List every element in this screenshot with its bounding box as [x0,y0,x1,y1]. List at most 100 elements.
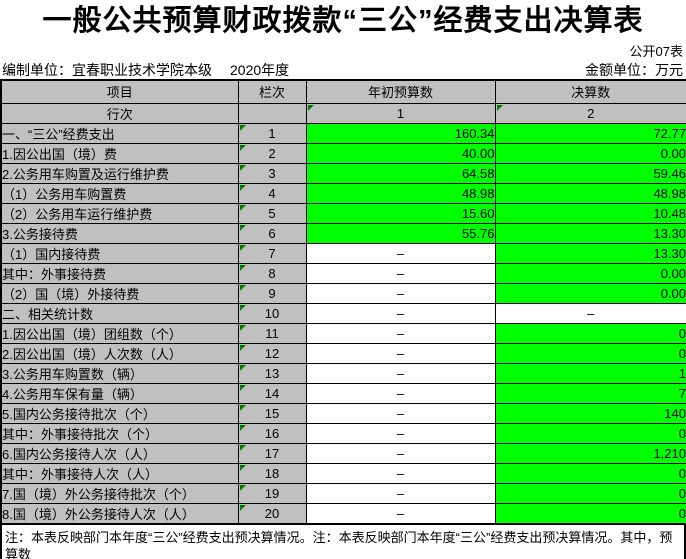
budget-value-cell[interactable]: 64.58 [305,162,496,184]
budget-value-cell[interactable]: – [305,342,496,364]
final-value-cell[interactable]: 13.30 [494,242,686,264]
budget-value-cell[interactable]: 40.00 [305,142,496,164]
column-header-row: 项目 栏次 年初预算数 决算数 [0,79,686,104]
item-cell[interactable]: 4.公务用车保有量（辆） [0,382,239,404]
budget-value-cell[interactable]: – [305,402,496,424]
budget-value-cell[interactable]: – [305,382,496,404]
final-value-cell[interactable]: 0 [494,322,686,344]
item-cell[interactable]: （1）国内接待费 [0,242,239,264]
budget-value-cell[interactable]: – [305,422,496,444]
budget-value-cell[interactable]: – [305,482,496,504]
item-cell[interactable]: 一、“三公”经费支出 [0,122,239,144]
line-number-cell[interactable]: 6 [237,222,307,244]
budget-value-cell[interactable]: – [305,322,496,344]
final-value-cell[interactable]: 10.48 [494,202,686,224]
final-value-cell[interactable]: 59.46 [494,162,686,184]
budget-value-cell[interactable]: – [305,242,496,264]
final-value-cell[interactable]: – [494,302,686,324]
table-row: （1）公务用车购置费 4 48.98 48.98 [0,182,686,204]
final-value-cell[interactable]: 0.00 [494,262,686,284]
item-cell[interactable]: 1.因公出国（境）团组数（个） [0,322,239,344]
line-number-cell[interactable]: 14 [237,382,307,404]
line-number-cell[interactable]: 18 [237,462,307,484]
item-cell[interactable]: 其中：外事接待人次（人） [0,462,239,484]
final-value-cell[interactable]: 0 [494,502,686,524]
final-value-cell[interactable]: 0 [494,462,686,484]
final-value-cell[interactable]: 1,210 [494,442,686,464]
item-cell[interactable]: 7.国（境）外公务接待批次（个） [0,482,239,504]
item-cell[interactable]: 2.公务用车购置及运行维护费 [0,162,239,184]
error-indicator-icon [239,404,246,411]
table-row: 其中：外事接待人次（人） 18 –0 [0,462,686,484]
item-cell[interactable]: 其中：外事接待批次（个） [0,422,239,444]
line-number-cell[interactable]: 11 [237,322,307,344]
item-cell[interactable]: 其中：外事接待费 [0,262,239,284]
line-number-cell[interactable]: 16 [237,422,307,444]
final-value-cell[interactable]: 13.30 [494,222,686,244]
budget-value-cell[interactable]: 15.60 [305,202,496,224]
item-cell[interactable]: 二、相关统计数 [0,302,239,324]
line-number-cell[interactable]: 5 [237,202,307,224]
budget-column-number-cell[interactable]: 1 [305,102,496,124]
budget-value-cell[interactable]: – [305,362,496,384]
item-cell[interactable]: 3.公务用车购置数（辆） [0,362,239,384]
col-header-item[interactable]: 项目 [0,79,239,104]
error-indicator-icon [496,104,503,111]
line-number-cell[interactable]: 2 [237,142,307,164]
line-number-cell[interactable]: 8 [237,262,307,284]
line-number-cell[interactable]: 7 [237,242,307,264]
budget-value-cell[interactable]: – [305,502,496,524]
item-cell[interactable]: 1.因公出国（境）费 [0,142,239,164]
line-number-cell[interactable]: 1 [237,122,307,144]
final-value-cell[interactable]: 72.77 [494,122,686,144]
final-value-cell[interactable]: 0 [494,422,686,444]
empty-header-cell[interactable] [237,102,307,124]
final-value-cell[interactable]: 0 [494,342,686,364]
table-row: 4.公务用车保有量（辆） 14 –7 [0,382,686,404]
col-header-budget[interactable]: 年初预算数 [305,79,496,104]
line-number-cell[interactable]: 13 [237,362,307,384]
table-row: 8.国（境）外公务接待人次（人） 20 –0 [0,502,686,524]
table-row: 2.公务用车购置及运行维护费 3 64.58 59.46 [0,162,686,184]
final-value-cell[interactable]: 7 [494,382,686,404]
budget-value-cell[interactable]: 160.34 [305,122,496,144]
item-cell[interactable]: 2.因公出国（境）人次数（人） [0,342,239,364]
row-number-label-cell[interactable]: 行次 [0,102,239,124]
line-number-cell[interactable]: 3 [237,162,307,184]
table-row: 其中：外事接待批次（个） 16 –0 [0,422,686,444]
error-indicator-icon [239,144,246,151]
final-value-cell[interactable]: 0.00 [494,282,686,304]
budget-value-cell[interactable]: – [305,462,496,484]
budget-value-cell[interactable]: 55.76 [305,222,496,244]
line-number-cell[interactable]: 15 [237,402,307,424]
final-column-number-cell[interactable]: 2 [494,102,686,124]
line-number-cell[interactable]: 9 [237,282,307,304]
item-cell[interactable]: 5.国内公务接待批次（个） [0,402,239,424]
budget-value-cell[interactable]: – [305,442,496,464]
item-cell[interactable]: （2）国（境）外接待费 [0,282,239,304]
line-number-cell[interactable]: 20 [237,502,307,524]
col-header-final[interactable]: 决算数 [494,79,686,104]
item-cell[interactable]: 6.国内公务接待人次（人） [0,442,239,464]
final-value-cell[interactable]: 1 [494,362,686,384]
budget-value-cell[interactable]: – [305,302,496,324]
final-value-cell[interactable]: 0.00 [494,142,686,164]
line-number-cell[interactable]: 17 [237,442,307,464]
line-number-cell[interactable]: 12 [237,342,307,364]
line-number-cell[interactable]: 19 [237,482,307,504]
budget-value-cell[interactable]: – [305,282,496,304]
error-indicator-icon [239,484,246,491]
item-cell[interactable]: （1）公务用车购置费 [0,182,239,204]
final-value-cell[interactable]: 48.98 [494,182,686,204]
final-value-cell[interactable]: 140 [494,402,686,424]
line-number-cell[interactable]: 4 [237,182,307,204]
item-cell[interactable]: 8.国（境）外公务接待人次（人） [0,502,239,524]
budget-value-cell[interactable]: – [305,262,496,284]
item-cell[interactable]: （2）公务用车运行维护费 [0,202,239,224]
budget-value-cell[interactable]: 48.98 [305,182,496,204]
table-row: （1）国内接待费 7 –13.30 [0,242,686,264]
final-value-cell[interactable]: 0 [494,482,686,504]
col-header-line[interactable]: 栏次 [237,79,307,104]
item-cell[interactable]: 3.公务接待费 [0,222,239,244]
line-number-cell[interactable]: 10 [237,302,307,324]
